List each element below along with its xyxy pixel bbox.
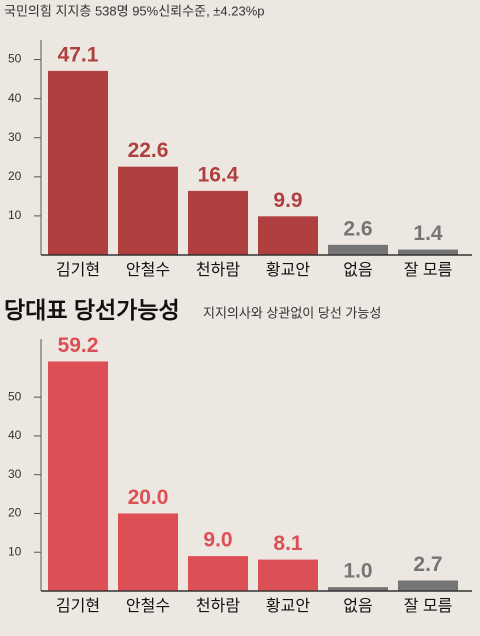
bar (328, 244, 388, 255)
y-tick-label: 20 (8, 169, 22, 183)
bar (258, 216, 318, 255)
x-tick-label: 황교안 (266, 597, 310, 615)
chart-subtitle: 국민의힘 지지층 538명 95%신뢰수준, ±4.23%p (4, 3, 265, 18)
x-tick-label: 안철수 (126, 597, 170, 615)
bar (188, 190, 248, 255)
bar (398, 249, 458, 255)
y-tick-label: 50 (8, 389, 22, 403)
x-tick-label: 김기현 (56, 261, 100, 279)
bar (258, 559, 318, 591)
x-tick-label: 천하람 (196, 597, 240, 615)
bar (118, 166, 178, 255)
x-tick-label: 없음 (343, 261, 372, 279)
value-label: 8.1 (273, 532, 303, 555)
bar (48, 70, 108, 255)
value-label: 20.0 (128, 486, 169, 509)
x-tick-label: 없음 (343, 597, 372, 615)
bar (188, 556, 248, 591)
chart-subtitle: 지지의사와 상관없이 당선 가능성 (203, 305, 381, 320)
bar (48, 361, 108, 591)
bar (398, 580, 458, 591)
value-label: 2.7 (413, 553, 442, 576)
y-tick-label: 10 (8, 544, 22, 558)
y-tick-label: 50 (8, 52, 22, 66)
x-tick-label: 김기현 (56, 597, 100, 615)
value-label: 22.6 (128, 139, 169, 162)
bar (118, 513, 178, 591)
y-tick-label: 30 (8, 467, 22, 481)
y-tick-label: 30 (8, 130, 22, 144)
bar (328, 587, 388, 591)
x-tick-label: 안철수 (126, 261, 170, 279)
chart-title: 당대표 당선가능성 (4, 297, 180, 323)
value-label: 9.0 (203, 529, 232, 552)
x-tick-label: 잘 모름 (404, 261, 453, 279)
value-label: 59.2 (58, 334, 99, 357)
y-tick-label: 10 (8, 208, 22, 222)
value-label: 1.4 (413, 222, 443, 245)
x-tick-label: 잘 모름 (404, 597, 453, 615)
value-label: 47.1 (58, 43, 99, 66)
value-label: 2.6 (343, 217, 372, 240)
y-tick-label: 40 (8, 91, 22, 105)
y-tick-label: 40 (8, 428, 22, 442)
value-label: 1.0 (343, 560, 372, 583)
x-tick-label: 황교안 (266, 261, 310, 279)
x-tick-label: 천하람 (196, 261, 240, 279)
value-label: 9.9 (273, 189, 302, 212)
value-label: 16.4 (198, 163, 239, 186)
y-tick-label: 20 (8, 506, 22, 520)
